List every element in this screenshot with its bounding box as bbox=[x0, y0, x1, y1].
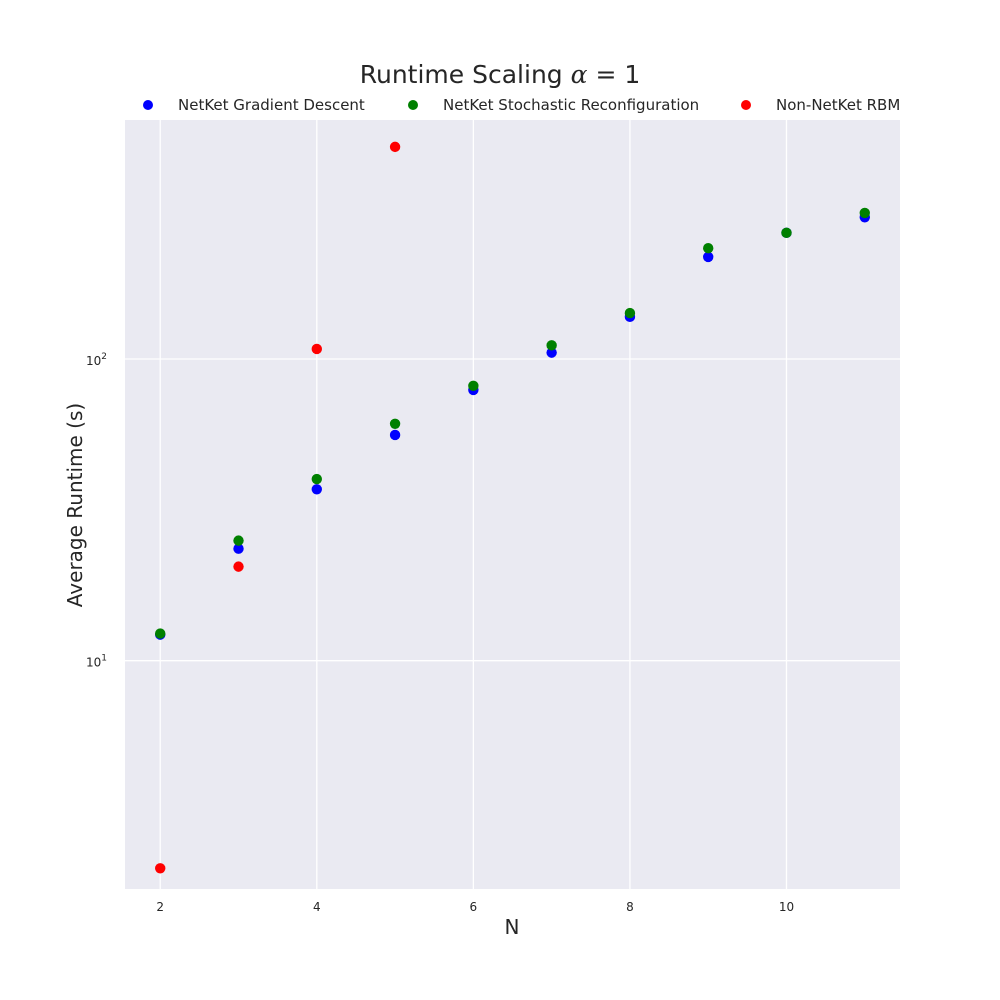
legend: NetKet Gradient Descent NetKet Stochastic… bbox=[143, 96, 900, 114]
x-tick-label: 2 bbox=[156, 900, 164, 914]
legend-label: Non-NetKet RBM bbox=[776, 96, 900, 114]
data-point bbox=[546, 347, 557, 358]
legend-marker bbox=[408, 100, 418, 110]
chart-title: Runtime Scaling α = 1 bbox=[360, 60, 641, 89]
plot-area bbox=[125, 120, 900, 889]
data-point bbox=[781, 227, 792, 239]
data-point bbox=[155, 863, 166, 874]
data-point bbox=[233, 535, 244, 546]
data-point bbox=[311, 484, 322, 495]
y-tick-label: 102 bbox=[86, 352, 107, 368]
legend-marker bbox=[741, 100, 751, 110]
y-axis-label: Average Runtime (s) bbox=[63, 403, 87, 607]
data-points bbox=[155, 141, 870, 874]
data-point bbox=[389, 141, 401, 153]
data-point bbox=[311, 473, 322, 485]
grid-lines bbox=[125, 120, 900, 889]
data-point bbox=[624, 307, 636, 319]
legend-label: NetKet Gradient Descent bbox=[178, 96, 365, 114]
legend-marker bbox=[143, 100, 153, 110]
data-point bbox=[703, 243, 714, 254]
data-point bbox=[233, 543, 244, 554]
x-tick-label: 10 bbox=[779, 900, 794, 914]
y-tick-labels: 101 102 bbox=[86, 352, 107, 670]
data-point bbox=[155, 628, 166, 639]
data-point bbox=[546, 340, 557, 351]
x-tick-label: 6 bbox=[470, 900, 478, 914]
data-point bbox=[468, 380, 479, 392]
data-point bbox=[233, 561, 244, 572]
legend-label: NetKet Stochastic Reconfiguration bbox=[443, 96, 699, 114]
data-point bbox=[859, 207, 870, 219]
x-axis-label: N bbox=[505, 915, 520, 939]
x-tick-label: 8 bbox=[626, 900, 634, 914]
data-point bbox=[311, 343, 322, 355]
data-point bbox=[389, 429, 401, 441]
x-tick-label: 4 bbox=[313, 900, 321, 914]
y-tick-label: 101 bbox=[86, 654, 107, 670]
x-tick-labels: 2 4 6 8 10 bbox=[156, 900, 794, 914]
data-point bbox=[703, 251, 714, 263]
data-point bbox=[389, 418, 401, 429]
